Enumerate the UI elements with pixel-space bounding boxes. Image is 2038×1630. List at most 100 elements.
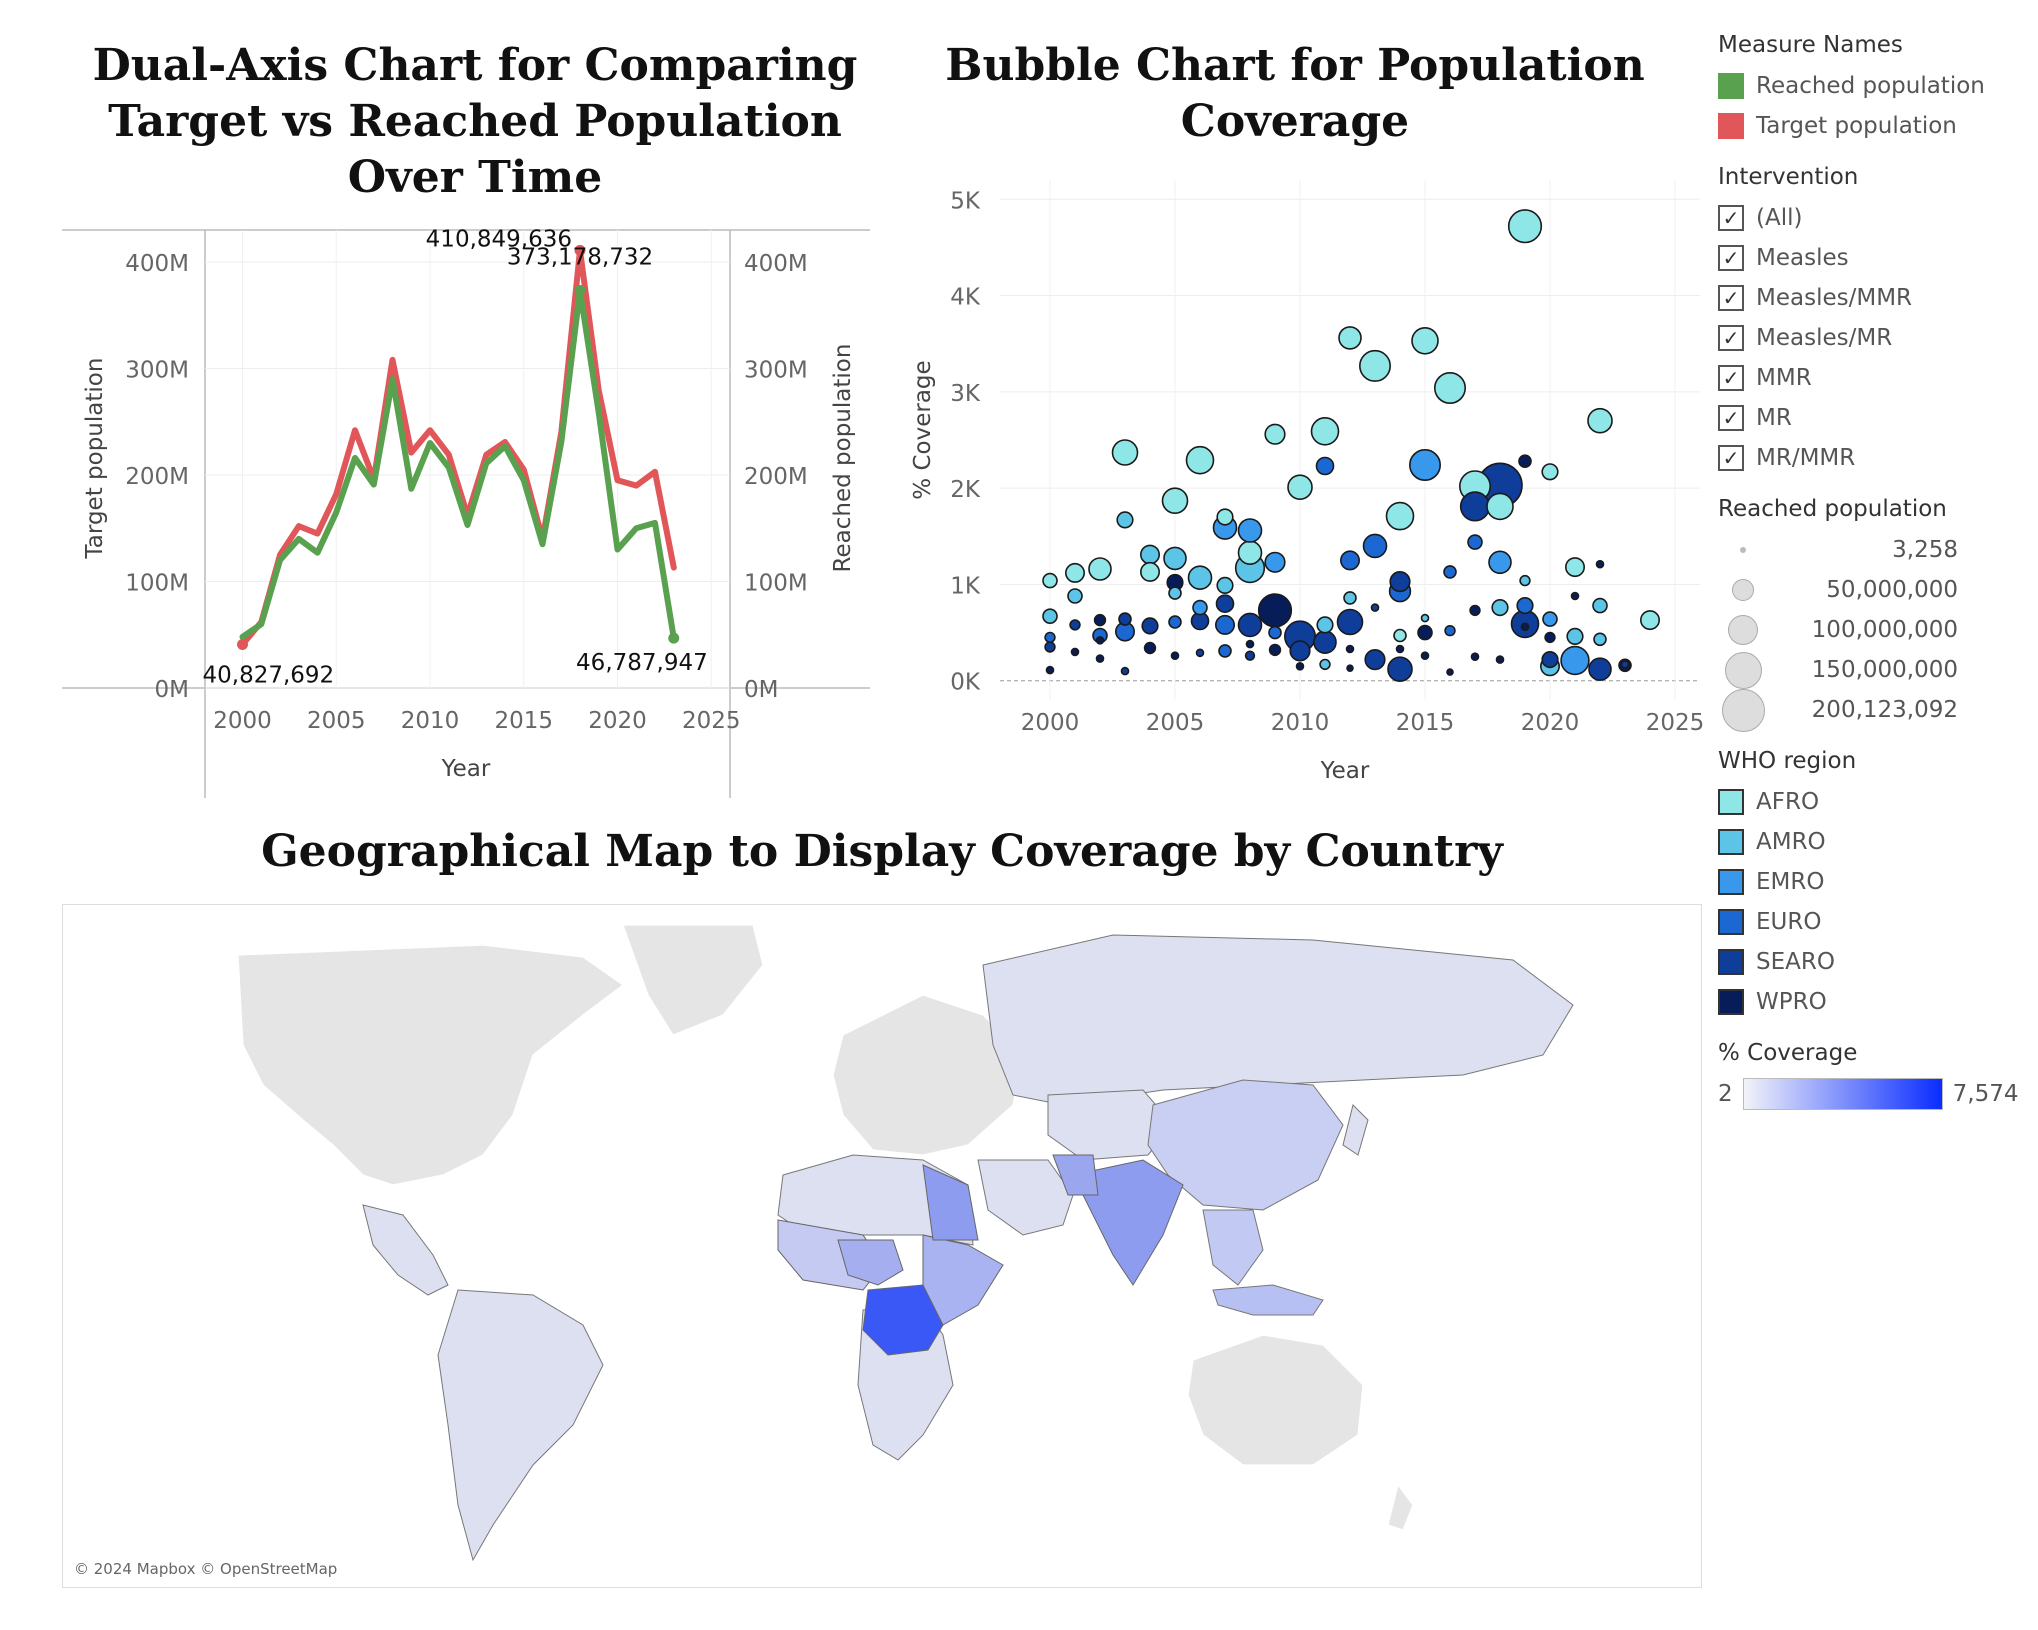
coverage-gradient-bar: [1742, 1078, 1943, 1110]
y-tick-label: 2K: [950, 477, 981, 503]
y-tick-label: 0K: [950, 670, 981, 696]
y-tick-label-left: 300M: [125, 357, 189, 383]
legend-item-afro[interactable]: AFRO: [1718, 782, 2028, 822]
legend-size-title: Reached population: [1718, 496, 1947, 522]
checkbox-checked[interactable]: ✓: [1718, 285, 1744, 311]
annotation-marker: [574, 244, 586, 256]
map-region-russia: [982, 934, 1574, 1106]
bubble-point: [1443, 565, 1457, 579]
dual-axis-line-chart[interactable]: 0M 0M 100M 100M 200M 200M 300M 300M 400M 400M 2000…: [0, 0, 900, 820]
filter-option-all[interactable]: ✓ (All): [1718, 198, 2028, 238]
x-tick-label: 2015: [1396, 710, 1455, 736]
bubble-point: [1420, 613, 1430, 623]
filter-option-measles-mmr[interactable]: ✓ Measles/MMR: [1718, 278, 2028, 318]
bubble-point: [1340, 550, 1361, 571]
size-circle-icon: [1724, 651, 1762, 689]
map-region-japan: [1342, 1104, 1369, 1156]
legend-item-amro[interactable]: AMRO: [1718, 822, 2028, 862]
map-region-china: [1147, 1079, 1344, 1211]
size-label: 150,000,000: [1811, 657, 1958, 683]
x-axis-label: Year: [441, 756, 491, 782]
size-label: 100,000,000: [1811, 617, 1958, 643]
filter-option-mr[interactable]: ✓ MR: [1718, 398, 2028, 438]
bubble-point: [1364, 648, 1386, 671]
bubble-point: [1120, 666, 1130, 676]
bubble-point: [1516, 596, 1534, 615]
bubble-point: [1116, 511, 1134, 529]
legend-label: Target population: [1756, 113, 1957, 139]
filter-option-measles-mr[interactable]: ✓ Measles/MR: [1718, 318, 2028, 358]
bubble-point: [1370, 603, 1380, 612]
y-tick-label-right: 300M: [744, 357, 808, 383]
reached-swatch: [1718, 73, 1744, 99]
emro-swatch: [1718, 869, 1744, 895]
legend-item-euro[interactable]: EURO: [1718, 902, 2028, 942]
map-region-nigeria: [837, 1239, 904, 1286]
bubble-point: [1215, 594, 1235, 614]
y-tick-label-right: 0M: [744, 677, 778, 703]
filter-option-label: MR: [1756, 405, 1792, 431]
bubble-point: [1542, 611, 1558, 627]
y-tick-label-left: 0M: [155, 677, 189, 703]
checkbox-checked[interactable]: ✓: [1718, 205, 1744, 231]
checkbox-checked[interactable]: ✓: [1718, 405, 1744, 431]
legend-item-searo[interactable]: SEARO: [1718, 942, 2028, 982]
annotation-label: 410,849,636: [426, 226, 572, 252]
coverage-max-label: 7,574: [1952, 1081, 2019, 1107]
filter-option-measles[interactable]: ✓ Measles: [1718, 238, 2028, 278]
x-tick-label: 2000: [213, 708, 272, 734]
bubble-point: [1595, 559, 1605, 569]
map-region-southeast-asia: [1202, 1209, 1264, 1286]
size-label: 200,123,092: [1811, 697, 1958, 723]
y-tick-label-right: 200M: [744, 464, 808, 490]
world-map[interactable]: [62, 904, 1702, 1588]
bubble-point: [1570, 591, 1580, 601]
legend-measure-names-title: Measure Names: [1718, 32, 1903, 58]
legend-label: Reached population: [1756, 73, 1985, 99]
bubble-chart[interactable]: 0K 1K 2K 3K 4K 5K 2000 2005 2010 2015 2020 2025 Year…: [0, 0, 1715, 820]
reached-population-line: [239, 287, 677, 642]
bubble-point: [1389, 570, 1411, 593]
legend-item-target[interactable]: Target population: [1718, 106, 2028, 146]
dual-axis-chart-title: Dual-Axis Chart for Comparing Target vs …: [92, 40, 858, 203]
euro-swatch: [1718, 909, 1744, 935]
bubble-point: [1587, 407, 1613, 434]
map-region-indonesia: [1212, 1284, 1324, 1316]
bubble-point: [1488, 550, 1512, 575]
bubble-point: [1387, 656, 1413, 683]
bubble-point: [1620, 660, 1630, 669]
bubble-point: [1237, 518, 1263, 543]
bubble-point: [1640, 610, 1661, 631]
map-region-south-america: [437, 1289, 604, 1562]
map-region-new-zealand: [1387, 1483, 1414, 1531]
map-attribution: © 2024 Mapbox © OpenStreetMap: [74, 1560, 338, 1578]
bubble-point: [1444, 624, 1456, 637]
legend-item-wpro[interactable]: WPRO: [1718, 982, 2028, 1022]
bubble-point: [1216, 508, 1234, 526]
checkbox-checked[interactable]: ✓: [1718, 325, 1744, 351]
bubble-point: [1338, 326, 1362, 350]
checkbox-checked[interactable]: ✓: [1718, 245, 1744, 271]
checkbox-checked[interactable]: ✓: [1718, 445, 1744, 471]
bubble-point: [1069, 619, 1081, 631]
y-axis-label-left: Target population: [82, 358, 108, 560]
size-legend-item: 150,000,000: [1718, 650, 2028, 690]
bubble-point: [1218, 644, 1232, 658]
bubble-point: [1593, 632, 1607, 647]
bubble-point: [1042, 608, 1058, 625]
map-region-central-asia: [1047, 1089, 1174, 1161]
map-region-india: [1072, 1159, 1184, 1286]
legend-item-reached[interactable]: Reached population: [1718, 66, 2028, 106]
filter-option-mmr[interactable]: ✓ MMR: [1718, 358, 2028, 398]
map-region-australia: [1187, 1334, 1364, 1466]
bubble-point: [1141, 617, 1159, 635]
filter-option-mr-mmr[interactable]: ✓ MR/MMR: [1718, 438, 2028, 478]
bubble-point: [1289, 640, 1311, 662]
bubble-point: [1446, 668, 1454, 676]
legend-item-emro[interactable]: EMRO: [1718, 862, 2028, 902]
checkbox-checked[interactable]: ✓: [1718, 365, 1744, 391]
bubble-point: [1093, 613, 1107, 627]
filter-option-label: Measles: [1756, 245, 1849, 271]
bubble-point: [1519, 574, 1531, 587]
bubble-point: [1592, 597, 1608, 614]
